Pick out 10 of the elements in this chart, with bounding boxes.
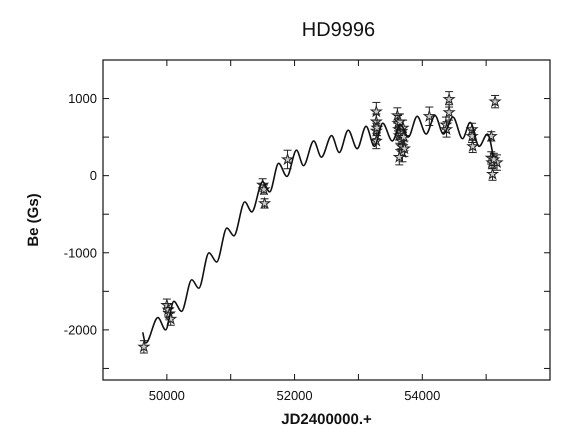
y-tick-label: 1000 (68, 91, 97, 106)
x-tick-label: 52000 (276, 388, 313, 403)
chart-title: HD9996 (302, 19, 376, 41)
y-axis-title: Be (Gs) (25, 193, 42, 247)
y-tick-label: -2000 (64, 322, 97, 338)
y-tick-label: 0 (90, 168, 97, 184)
x-tick-label: 50000 (148, 388, 185, 403)
y-tick-label: -1000 (64, 245, 97, 260)
x-axis-title: JD2400000.+ (281, 411, 372, 428)
x-tick-label: 54000 (404, 388, 440, 403)
